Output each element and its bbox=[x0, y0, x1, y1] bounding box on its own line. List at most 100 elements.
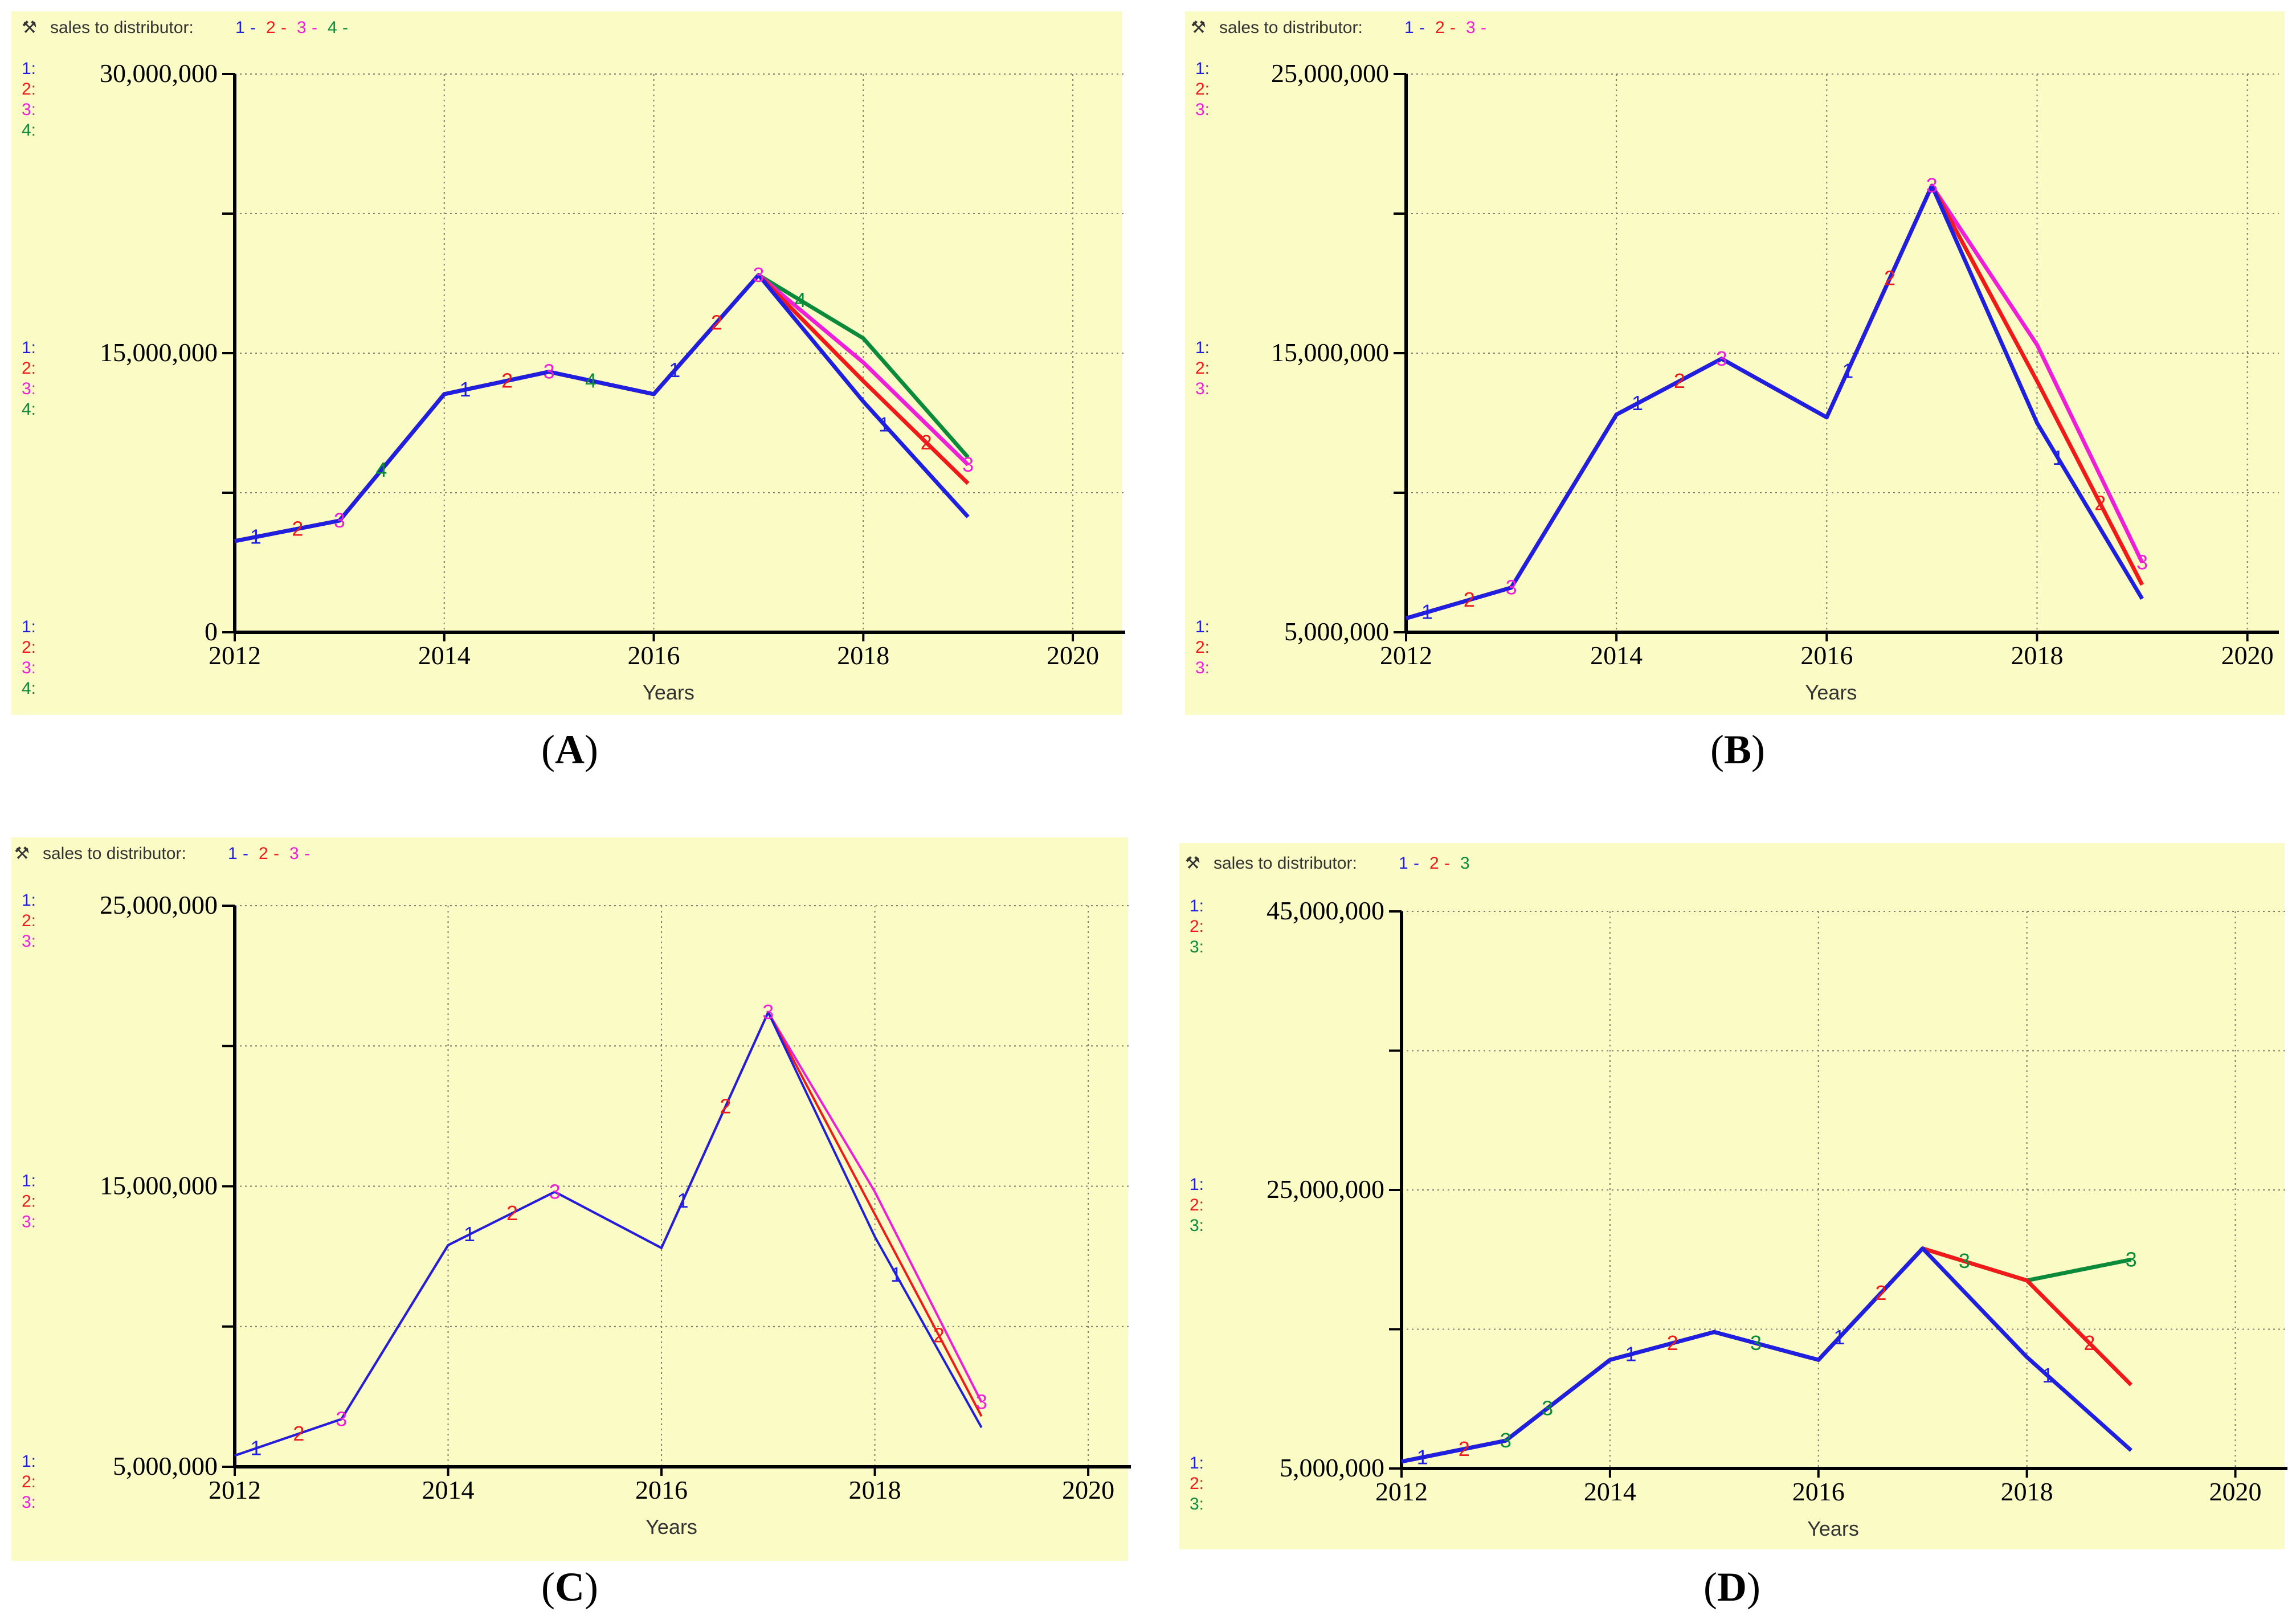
wrench-icon[interactable]: ⚒ bbox=[14, 844, 30, 863]
wrench-icon[interactable]: ⚒ bbox=[22, 18, 37, 37]
series-marker-3: 3 bbox=[2126, 1247, 2137, 1271]
series-marker-3: 3 bbox=[962, 453, 974, 476]
panel-background bbox=[1179, 843, 2285, 1549]
wrench-icon[interactable]: ⚒ bbox=[1191, 18, 1206, 37]
x-tick-label: 2018 bbox=[2011, 641, 2063, 670]
x-tick-label: 2016 bbox=[1792, 1477, 1845, 1506]
margin-series-number-2: 2: bbox=[22, 1192, 36, 1211]
series-marker-1: 1 bbox=[890, 1263, 902, 1286]
series-marker-1: 1 bbox=[1833, 1326, 1845, 1349]
margin-series-number-3: 3: bbox=[1195, 658, 1210, 677]
title-series-number-1: 1 bbox=[1404, 18, 1414, 37]
title-series-number-1: 1 bbox=[228, 844, 238, 863]
margin-series-number-3: 3: bbox=[22, 1493, 36, 1512]
y-tick-label: 30,000,000 bbox=[100, 59, 218, 88]
series-marker-2: 2 bbox=[933, 1324, 945, 1347]
series-marker-3: 3 bbox=[334, 509, 345, 532]
series-line-1 bbox=[234, 1011, 983, 1457]
title-series-number-3: 3 bbox=[289, 844, 299, 863]
y-tick-label: 25,000,000 bbox=[100, 890, 218, 919]
series-marker-3: 3 bbox=[1506, 576, 1517, 599]
margin-series-number-2: 2: bbox=[1195, 80, 1210, 99]
series-marker-2: 2 bbox=[293, 1422, 304, 1445]
series-marker-1: 1 bbox=[460, 378, 471, 401]
title-series-number-1: 1 bbox=[235, 18, 245, 37]
panel-background bbox=[1185, 11, 2285, 715]
chart-panel-a: ⚒ sales to distributor: 1-2-3-4 -1:2:3:4:1:… bbox=[11, 11, 1125, 772]
series-marker-3: 3 bbox=[753, 263, 764, 287]
series-marker-1: 1 bbox=[1632, 391, 1643, 415]
x-tick-label: 2014 bbox=[422, 1475, 475, 1504]
margin-series-number-1: 1: bbox=[1190, 897, 1204, 915]
x-tick-label: 2018 bbox=[2001, 1477, 2053, 1506]
margin-series-number-2: 2: bbox=[1190, 917, 1204, 936]
x-axis-label: Years bbox=[1805, 681, 1857, 704]
margin-series-number-1: 1: bbox=[22, 1452, 36, 1471]
margin-series-number-1: 1: bbox=[1190, 1454, 1204, 1472]
margin-series-number-3: 3: bbox=[22, 932, 36, 951]
y-tick-label: 25,000,000 bbox=[1267, 1175, 1384, 1204]
x-tick-label: 2012 bbox=[1375, 1477, 1428, 1506]
title-series-number-4: 4 bbox=[328, 18, 337, 37]
y-tick-label: 0 bbox=[205, 617, 218, 646]
margin-series-number-2: 2: bbox=[1190, 1474, 1204, 1493]
x-axis-label: Years bbox=[643, 681, 694, 704]
margin-series-number-4: 4: bbox=[22, 679, 36, 698]
margin-series-number-3: 3: bbox=[22, 658, 36, 677]
x-tick-label: 2012 bbox=[209, 1475, 261, 1504]
panel-caption: (C) bbox=[541, 1564, 598, 1610]
title-separator: - bbox=[1481, 18, 1486, 37]
chart-title: sales to distributor: bbox=[1214, 854, 1357, 873]
x-tick-label: 2014 bbox=[418, 641, 471, 670]
margin-series-number-1: 1: bbox=[1195, 59, 1210, 78]
series-marker-2: 2 bbox=[1667, 1331, 1678, 1355]
y-tick-label: 25,000,000 bbox=[1271, 59, 1389, 88]
margin-series-number-3: 3: bbox=[22, 100, 36, 119]
panel-caption: (D) bbox=[1703, 1564, 1760, 1610]
series-marker-2: 2 bbox=[2083, 1331, 2095, 1355]
panel-caption: (A) bbox=[541, 727, 598, 772]
series-line-1 bbox=[234, 273, 970, 543]
title-series-number-2: 2 bbox=[1435, 18, 1445, 37]
title-series-number-2: 2 bbox=[266, 18, 276, 37]
series-marker-1: 1 bbox=[879, 412, 890, 436]
series-marker-3: 3 bbox=[549, 1180, 561, 1203]
series-marker-1: 1 bbox=[250, 1436, 262, 1459]
margin-series-number-1: 1: bbox=[22, 891, 36, 910]
x-tick-label: 2018 bbox=[849, 1475, 901, 1504]
margin-series-number-2: 2: bbox=[22, 638, 36, 657]
x-tick-label: 2018 bbox=[837, 641, 889, 670]
series-marker-3: 3 bbox=[1926, 174, 1938, 197]
title-separator: - bbox=[1419, 18, 1425, 37]
y-tick-label: 5,000,000 bbox=[1284, 617, 1389, 646]
title-separator: - bbox=[281, 18, 287, 37]
series-marker-1: 1 bbox=[2042, 1364, 2053, 1387]
margin-series-number-1: 1: bbox=[22, 1172, 36, 1191]
title-separator: - bbox=[243, 844, 248, 863]
series-marker-3: 3 bbox=[1750, 1331, 1762, 1355]
wrench-icon[interactable]: ⚒ bbox=[1185, 854, 1200, 873]
x-tick-label: 2020 bbox=[1062, 1475, 1114, 1504]
series-marker-3: 3 bbox=[762, 1000, 774, 1024]
x-tick-label: 2012 bbox=[1380, 641, 1432, 670]
series-marker-3: 3 bbox=[544, 360, 555, 383]
series-marker-4: 4 bbox=[585, 369, 597, 392]
y-tick-label: 5,000,000 bbox=[113, 1451, 218, 1480]
margin-series-number-2: 2: bbox=[22, 359, 36, 378]
title-separator: - bbox=[342, 18, 348, 37]
title-separator: - bbox=[273, 844, 279, 863]
x-tick-label: 2020 bbox=[2221, 641, 2274, 670]
series-marker-3: 3 bbox=[1500, 1429, 1511, 1452]
series-line-1 bbox=[1401, 1246, 2132, 1464]
series-marker-2: 2 bbox=[720, 1095, 731, 1118]
margin-series-number-3: 3: bbox=[1190, 1216, 1204, 1235]
series-marker-2: 2 bbox=[1884, 267, 1895, 290]
title-separator: - bbox=[312, 18, 317, 37]
chart-panel-b: ⚒ sales to distributor: 1-2-3 -1:2:3:1:2:3:… bbox=[1185, 11, 2285, 772]
margin-series-number-3: 3: bbox=[22, 1213, 36, 1232]
x-tick-label: 2014 bbox=[1584, 1477, 1636, 1506]
margin-series-number-3: 3: bbox=[1190, 1495, 1204, 1513]
chart-panel-c: ⚒ sales to distributor: 1-2-3 -1:2:3:1:2:3:… bbox=[11, 837, 1131, 1610]
x-tick-label: 2014 bbox=[1590, 641, 1643, 670]
